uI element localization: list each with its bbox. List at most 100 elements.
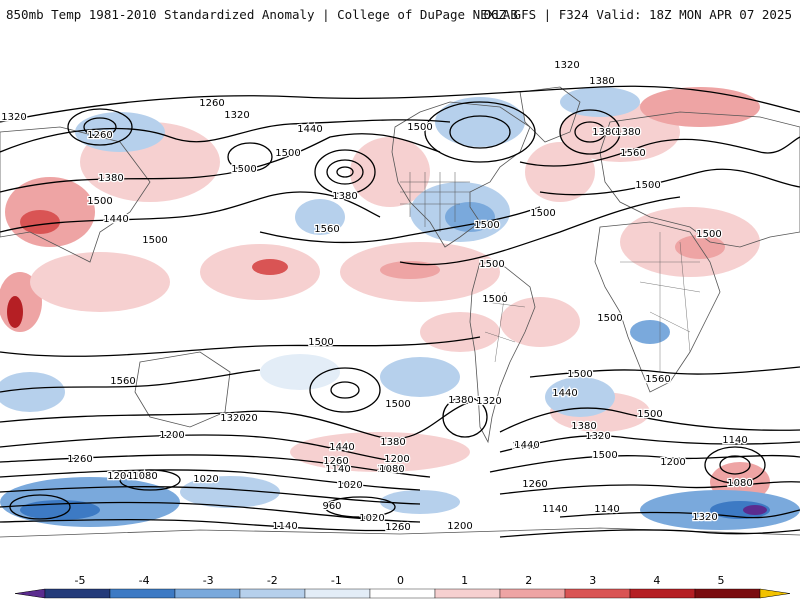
warm-anomaly (500, 297, 580, 347)
contour-label: 1500 (592, 450, 617, 461)
contour-closed (559, 109, 621, 155)
contour-line (0, 518, 401, 532)
contour-label: 1140 (127, 471, 152, 482)
contour-closed (324, 496, 396, 518)
warm-anomaly (640, 87, 760, 127)
asia-west-outline (0, 126, 151, 263)
colorbar-swatch (304, 588, 371, 599)
colorbar-tick-label: 0 (397, 574, 404, 587)
contour-label: 1260 (87, 130, 112, 141)
contour-label: 1380 (448, 395, 473, 406)
warm-anomaly (7, 296, 23, 328)
contour-label: 1200 (107, 471, 132, 482)
contour-label: 1080 (377, 464, 402, 475)
cold-anomaly (380, 357, 460, 397)
anomaly-shading (0, 87, 800, 530)
contour-label: 1560 (645, 374, 670, 385)
contour-line (0, 434, 401, 463)
contour-closed (309, 367, 381, 413)
contour-closed (119, 469, 181, 491)
colorbar-swatch (44, 588, 111, 599)
header: 850mb Temp 1981-2010 Standardized Anomal… (0, 0, 800, 32)
contour-closed (9, 494, 71, 520)
contour-line (499, 407, 800, 433)
contour-label: 1080 (379, 464, 404, 475)
contour-line (0, 336, 481, 357)
contour-label: 1140 (325, 464, 350, 475)
us-states-grid (400, 172, 470, 232)
anomaly-map: 1320138012601320126013201380144015001380… (0, 32, 800, 560)
colorbar-swatch (239, 588, 306, 599)
contour-label: 1500 (308, 337, 333, 348)
contour-line (539, 168, 800, 196)
warm-anomaly (290, 432, 470, 472)
contour-label: 1380 (98, 173, 123, 184)
contour-label: 1560 (620, 148, 645, 159)
contour-label: 1500 (635, 180, 660, 191)
colorbar-swatch (174, 588, 241, 599)
contour-line (0, 454, 431, 478)
contour-label: 1260 (385, 522, 410, 533)
contour-line (499, 435, 800, 453)
contour-label: 1500 (275, 148, 300, 159)
africa-borders (620, 232, 701, 372)
south-america-borders (484, 291, 526, 363)
cold-anomaly (295, 199, 345, 235)
contour-label: 1200 (384, 454, 409, 465)
contour-label: 1320 (1, 112, 26, 123)
cold-anomaly (75, 112, 165, 152)
contour-label: 1500 (479, 259, 504, 270)
cold-anomaly (0, 372, 65, 412)
contour-label: 1380 (332, 191, 357, 202)
contour-labels: 1320138012601320126013201380144015001380… (0, 59, 754, 535)
cold-anomaly (180, 476, 280, 508)
warm-anomaly (380, 261, 440, 279)
colorbar-swatch (629, 588, 696, 599)
contour-label: 1020 (359, 513, 384, 524)
contour-label: 1500 (385, 399, 410, 410)
contour-label: 1320 (476, 396, 501, 407)
colorbar-tick-label: -2 (267, 574, 278, 587)
contour-line (0, 119, 451, 153)
contour-label: 1080 (727, 478, 752, 489)
contour-label: 1260 (199, 98, 224, 109)
contour-label: 1500 (87, 196, 112, 207)
contour-line (399, 196, 681, 266)
eurasia-outline (599, 111, 800, 248)
cold-anomaly (630, 320, 670, 344)
contour-label: 1320 (692, 512, 717, 523)
colorbar-tick-label: -5 (75, 574, 86, 587)
cold-anomaly (445, 202, 495, 232)
contour-label: 1260 (67, 454, 92, 465)
contour-closed (67, 108, 133, 146)
colorbar-swatch (369, 588, 436, 599)
contour-closed (704, 446, 766, 484)
contour-label: 1440 (512, 441, 537, 452)
contour-line (559, 509, 800, 519)
colorbar-tick-label: -4 (139, 574, 150, 587)
colorbar-tick-label: -1 (331, 574, 342, 587)
contour-label: 1020 (337, 480, 362, 491)
height-contours (0, 85, 800, 538)
contour-closed (314, 149, 376, 195)
contour-line (0, 85, 800, 123)
contour-line (0, 469, 421, 491)
contour-label: 1560 (110, 376, 135, 387)
contour-closed (330, 381, 360, 399)
contour-line (0, 191, 381, 233)
contour-label: 1380 (592, 127, 617, 138)
contour-label: 1200 (447, 521, 472, 532)
contour-line (0, 369, 261, 393)
contour-closed (326, 159, 364, 185)
africa-outline (594, 221, 721, 393)
colorbar-swatch (109, 588, 176, 599)
contour-label: 1380 (571, 421, 596, 432)
cold-anomaly (560, 87, 640, 117)
contour-closed (424, 101, 536, 163)
contour-closed (83, 117, 117, 137)
contour-line (0, 133, 441, 193)
contour-closed (336, 166, 354, 178)
contour-line (519, 136, 800, 167)
contour-label: 1260 (67, 454, 92, 465)
contour-line (259, 206, 541, 244)
